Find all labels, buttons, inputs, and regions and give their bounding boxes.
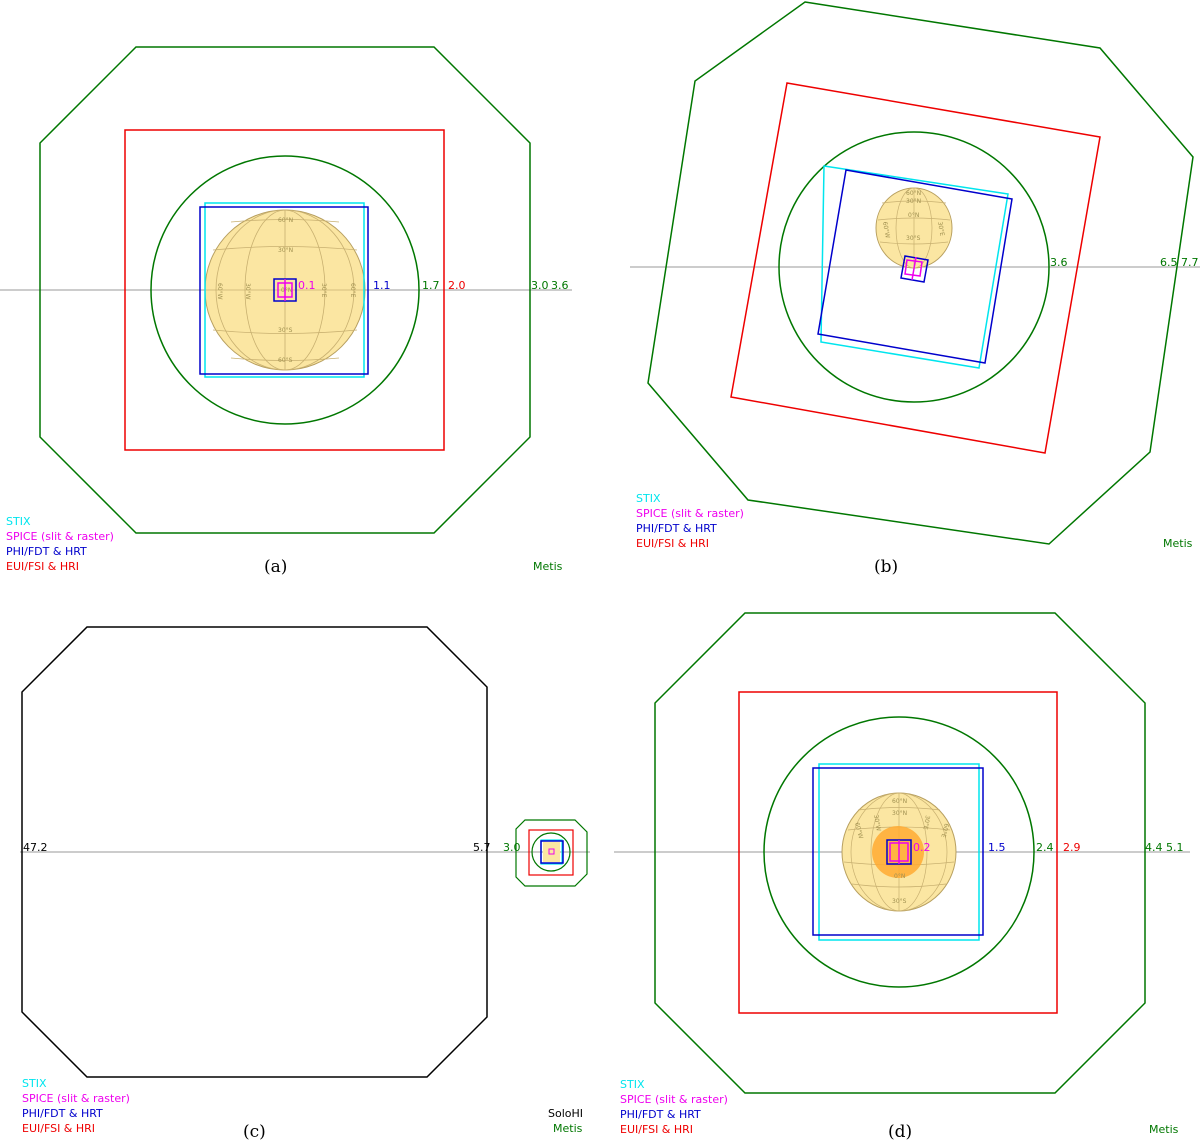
- panel-b-grid-30e: 30°E: [936, 221, 945, 237]
- panel-a-grid-60s: 60°S: [278, 357, 293, 364]
- panel-a-phi-fov: [199, 206, 369, 375]
- panel-a-grid-60e: 60°E: [349, 283, 356, 298]
- panel-d-grid-60w: 60°W: [853, 822, 864, 840]
- panel-d-caption: (d): [888, 1122, 912, 1142]
- panel-d-label-metis-inner: 2.4: [1036, 841, 1054, 854]
- panel-d-label-phi: 1.5: [988, 841, 1006, 854]
- panel-a-legend-eui: EUI/FSI & HRI: [6, 560, 79, 573]
- panel-d-sun-grid: [843, 792, 955, 912]
- panel-d-legend-eui: EUI/FSI & HRI: [620, 1123, 693, 1136]
- panel-b-eui-fov: [730, 82, 1101, 454]
- panel-a-legend-stix: STIX: [6, 515, 31, 528]
- panel-b-label-metis-outer-a: 6.5: [1160, 256, 1178, 269]
- panel-c-label-metis-outer: 3.0: [503, 841, 521, 854]
- panel-b-stix-fov: [820, 165, 1009, 369]
- panel-a-label-metis-inner: 1.7: [422, 279, 440, 292]
- panel-d-grid-60e: 60°E: [939, 822, 950, 838]
- panel-d-eui-fov: [738, 691, 1058, 1014]
- panel-a-metis-inner-fov: [150, 155, 420, 425]
- panel-a-caption: (a): [264, 557, 287, 577]
- panel-a-legend-spice: SPICE (slit & raster): [6, 530, 114, 543]
- panel-a: 60°N 30°N 30°S 60°S 60°W 30°W 30°E 60°E …: [0, 46, 572, 577]
- panel-b-label-metis-outer-b: 7.7: [1181, 256, 1199, 269]
- panel-a-legend-metis: Metis: [533, 560, 563, 573]
- panel-c-metis-inner-fov: [531, 832, 571, 872]
- panel-c-legend-phi: PHI/FDT & HRT: [22, 1107, 103, 1120]
- panel-d-legend-metis: Metis: [1149, 1123, 1179, 1136]
- panel-a-eui-fov: [124, 129, 445, 451]
- panel-c-caption: (c): [243, 1122, 266, 1142]
- panel-b-legend-metis: Metis: [1163, 537, 1193, 550]
- panel-b-legend-spice: SPICE (slit & raster): [636, 507, 744, 520]
- panel-c-sun-disk: [543, 842, 560, 862]
- panel-c-legend-spice: SPICE (slit & raster): [22, 1092, 130, 1105]
- panel-d-legend-stix: STIX: [620, 1078, 645, 1091]
- panel-b-legend-eui: EUI/FSI & HRI: [636, 537, 709, 550]
- panel-d-grid-30e: 30°E: [921, 815, 930, 831]
- panel-c-legend-eui: EUI/FSI & HRI: [22, 1122, 95, 1135]
- panel-c: 47.2 5.7 3.0 STIX SPICE (slit & raster) …: [20, 626, 590, 1142]
- panel-a-grid-60n: 60°N: [278, 217, 293, 224]
- panel-b-grid-30s: 30°S: [906, 235, 921, 242]
- panel-c-legend-stix: STIX: [22, 1077, 47, 1090]
- panel-a-grid-30n: 30°N: [278, 247, 293, 254]
- panel-b-spice-raster: [904, 259, 923, 277]
- panel-c-legend-solohi: SoloHI: [548, 1107, 583, 1120]
- panel-a-label-spice: 0.1: [298, 279, 316, 292]
- panel-a-label-eui: 2.0: [448, 279, 466, 292]
- panel-c-legend-metis: Metis: [553, 1122, 583, 1135]
- panel-b-metis-inner-fov: [778, 131, 1050, 403]
- panel-d-label-spice: 0.2: [913, 841, 931, 854]
- panel-a-grid-center: 0°N: [281, 287, 292, 294]
- panel-d-metis-outer-fov: [654, 612, 1146, 1094]
- panel-d-grid-30s: 30°S: [892, 898, 907, 905]
- panel-b: 60°N 30°N 0°N 30°S 60°W 30°E 3.6 6.5 7.7…: [630, 1, 1200, 577]
- panel-c-label-solohi-inner: 5.7: [473, 841, 491, 854]
- panel-a-legend-phi: PHI/FDT & HRT: [6, 545, 87, 558]
- panel-b-spice-slit: [911, 256, 917, 281]
- panel-b-grid-0n: 0°N: [908, 212, 919, 219]
- panel-a-stix-fov: [204, 202, 365, 378]
- panel-d-label-metis-outer-a: 4.4: [1145, 841, 1163, 854]
- panel-c-eui-fov: [528, 829, 574, 876]
- panel-d-legend-phi: PHI/FDT & HRT: [620, 1108, 701, 1121]
- panel-b-sun-grid: [877, 187, 951, 269]
- panel-b-metis-outer-fov: [647, 1, 1194, 545]
- panel-a-grid-30e: 30°E: [320, 283, 327, 298]
- panel-d-stix-fov: [818, 763, 980, 941]
- panel-d-grid-0n: 0°N: [894, 873, 905, 880]
- panel-a-metis-outer-fov: [39, 46, 531, 534]
- panel-a-grid-60w: 60°W: [216, 283, 223, 300]
- panel-a-label-metis-outer-b: 3.6: [551, 279, 569, 292]
- panel-c-solohi-fov: [21, 626, 488, 1078]
- panel-b-legend-phi: PHI/FDT & HRT: [636, 522, 717, 535]
- panel-d-label-metis-outer-b: 5.1: [1166, 841, 1184, 854]
- panel-d-metis-inner-fov: [763, 716, 1035, 988]
- panel-d-label-eui: 2.9: [1063, 841, 1081, 854]
- panel-d-grid-30w: 30°W: [872, 814, 882, 832]
- panel-b-legend-stix: STIX: [636, 492, 661, 505]
- panel-a-label-metis-outer-a: 3.0: [531, 279, 549, 292]
- panel-b-grid-60w: 60°W: [881, 221, 891, 239]
- panel-c-label-solohi-outer: 47.2: [23, 841, 48, 854]
- panel-c-phi-fov: [540, 840, 564, 864]
- panel-d-legend-spice: SPICE (slit & raster): [620, 1093, 728, 1106]
- panel-c-spice-raster: [548, 848, 555, 855]
- panel-d: 60°N 30°N 0°N 30°S 60°W 30°W 30°E 60°E 0…: [614, 612, 1190, 1142]
- panel-d-grid-30n: 30°N: [892, 810, 907, 817]
- panel-c-metis-outer-fov: [515, 819, 588, 887]
- panel-d-active-region: [872, 826, 924, 878]
- panel-b-grid-60n: 60°N: [906, 190, 921, 197]
- panel-d-grid-60n: 60°N: [892, 798, 907, 805]
- panel-b-grid-30n: 30°N: [906, 198, 921, 205]
- panel-d-phi-fov: [812, 767, 984, 936]
- panel-b-phi-fov: [817, 169, 1013, 364]
- panel-a-label-phi: 1.1: [373, 279, 391, 292]
- panel-b-caption: (b): [874, 557, 898, 577]
- panel-a-grid-30w: 30°W: [244, 283, 251, 300]
- panel-b-label-metis-inner: 3.6: [1050, 256, 1068, 269]
- panel-b-phi-hrt-fov: [900, 255, 929, 283]
- panel-a-grid-30s: 30°S: [278, 327, 293, 334]
